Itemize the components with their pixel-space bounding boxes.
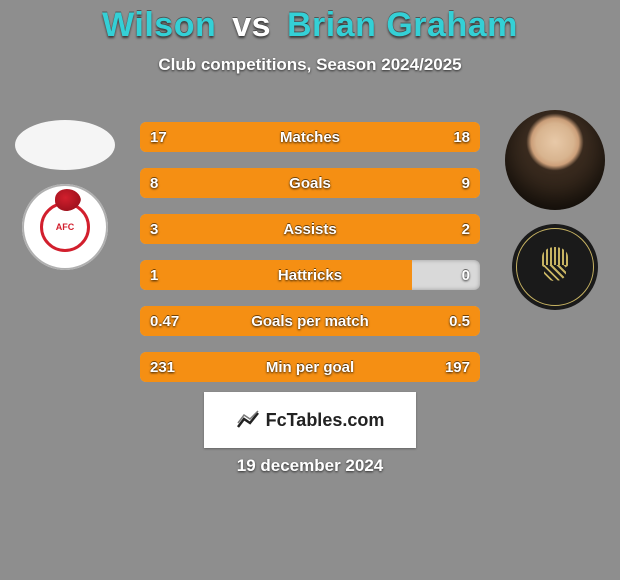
club-abbrev: AFC (56, 223, 75, 232)
stat-row: 231Min per goal197 (140, 352, 480, 382)
stat-row: 0.47Goals per match0.5 (140, 306, 480, 336)
bar-right (344, 214, 480, 244)
bar-track (140, 122, 480, 152)
subtitle: Club competitions, Season 2024/2025 (0, 55, 620, 75)
stat-bars: 17Matches18 8Goals9 3Assists2 1Hattricks0 0.… (140, 122, 480, 398)
bar-track (140, 214, 480, 244)
page-title: Wilson vs Brian Graham (0, 0, 620, 45)
thistle-icon (538, 247, 572, 287)
bar-left (140, 260, 412, 290)
bar-right (324, 352, 480, 382)
bar-track (140, 260, 480, 290)
site-badge: FcTables.com (204, 392, 416, 448)
player2-club-badge (512, 224, 598, 310)
stat-row: 1Hattricks0 (140, 260, 480, 290)
bar-track (140, 168, 480, 198)
bar-track (140, 352, 480, 382)
site-name: FcTables.com (266, 410, 385, 431)
bar-right (305, 306, 480, 336)
footer-date: 19 december 2024 (0, 456, 620, 476)
bar-left (140, 352, 324, 382)
left-column: AFC (0, 110, 130, 400)
bar-left (140, 168, 300, 198)
bar-left (140, 214, 344, 244)
vs-separator: vs (232, 6, 271, 44)
bar-right (300, 168, 480, 198)
player1-club-badge: AFC (22, 184, 108, 270)
bar-right (305, 122, 480, 152)
stat-row: 3Assists2 (140, 214, 480, 244)
right-column (490, 110, 620, 400)
player1-name: Wilson (102, 6, 216, 44)
main-area: AFC 17Matches18 8Goals9 3Assists2 1Hattrick… (0, 110, 620, 400)
rooster-icon (55, 189, 81, 211)
bar-left (140, 122, 305, 152)
player2-photo (505, 110, 605, 210)
stat-row: 8Goals9 (140, 168, 480, 198)
bar-left (140, 306, 305, 336)
stat-row: 17Matches18 (140, 122, 480, 152)
comparison-infographic: Wilson vs Brian Graham Club competitions… (0, 0, 620, 580)
bar-track (140, 306, 480, 336)
player2-name: Brian Graham (287, 6, 518, 44)
club-badge-text: AFC (40, 202, 90, 252)
fctables-logo: FcTables.com (236, 409, 385, 431)
chart-icon (236, 409, 262, 431)
player1-photo (15, 120, 115, 170)
